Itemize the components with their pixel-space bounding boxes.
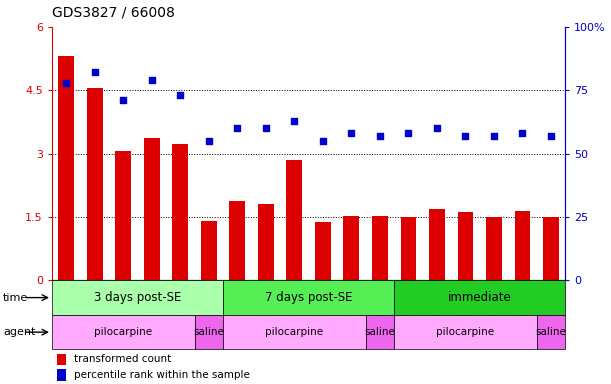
Bar — [536, 315, 565, 349]
Point — [375, 133, 385, 139]
Point — [261, 125, 271, 131]
Bar — [514, 211, 530, 280]
Text: pilocarpine: pilocarpine — [94, 327, 152, 337]
Text: saline: saline — [193, 327, 224, 337]
Bar — [258, 204, 274, 280]
Text: 3 days post-SE: 3 days post-SE — [93, 291, 181, 304]
Bar — [229, 201, 245, 280]
Point — [90, 70, 100, 76]
Bar — [115, 152, 131, 280]
Point — [489, 133, 499, 139]
Bar — [144, 137, 159, 280]
Bar — [394, 280, 565, 315]
Bar — [57, 354, 67, 365]
Bar — [429, 209, 445, 280]
Point — [232, 125, 242, 131]
Point — [175, 92, 185, 98]
Bar — [223, 280, 394, 315]
Text: transformed count: transformed count — [74, 354, 171, 364]
Bar — [315, 222, 331, 280]
Point — [518, 130, 527, 136]
Bar — [57, 369, 67, 381]
Point — [147, 77, 156, 83]
Text: saline: saline — [535, 327, 566, 337]
Bar — [372, 216, 388, 280]
Point — [432, 125, 442, 131]
Text: pilocarpine: pilocarpine — [436, 327, 494, 337]
Bar — [59, 56, 74, 280]
Point — [346, 130, 356, 136]
Text: percentile rank within the sample: percentile rank within the sample — [74, 370, 250, 380]
Bar — [172, 144, 188, 280]
Bar — [52, 280, 223, 315]
Text: agent: agent — [3, 327, 35, 337]
Bar — [194, 315, 223, 349]
Bar — [87, 88, 103, 280]
Point — [61, 79, 71, 86]
Bar — [394, 315, 536, 349]
Text: pilocarpine: pilocarpine — [265, 327, 323, 337]
Bar — [458, 212, 473, 280]
Point — [290, 118, 299, 124]
Point — [119, 97, 128, 103]
Bar — [543, 217, 559, 280]
Bar — [343, 216, 359, 280]
Point — [204, 138, 214, 144]
Point — [461, 133, 470, 139]
Bar — [223, 315, 365, 349]
Text: time: time — [3, 293, 28, 303]
Text: GDS3827 / 66008: GDS3827 / 66008 — [52, 5, 175, 19]
Point — [318, 138, 327, 144]
Bar — [287, 160, 302, 280]
Bar — [201, 221, 216, 280]
Text: immediate: immediate — [448, 291, 511, 304]
Bar — [52, 315, 194, 349]
Point — [546, 133, 556, 139]
Text: saline: saline — [364, 327, 395, 337]
Point — [403, 130, 413, 136]
Bar — [365, 315, 394, 349]
Bar — [486, 217, 502, 280]
Text: 7 days post-SE: 7 days post-SE — [265, 291, 353, 304]
Bar — [401, 217, 416, 280]
